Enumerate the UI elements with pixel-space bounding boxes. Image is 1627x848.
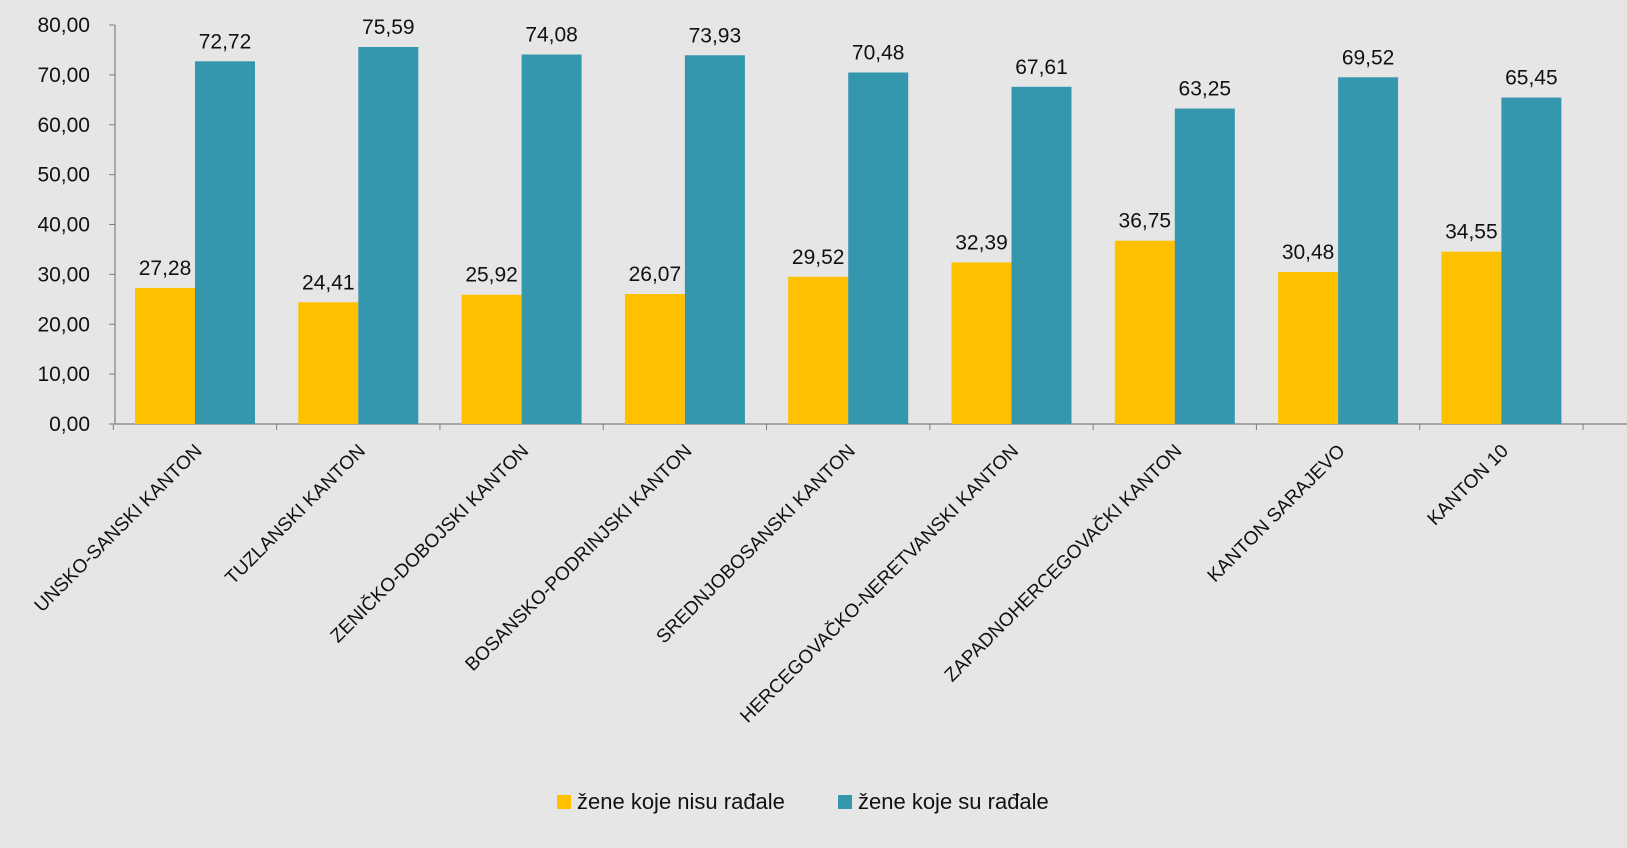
bar-su-radale xyxy=(195,61,255,425)
legend-label: žene koje su rađale xyxy=(858,789,1049,814)
bar-su-radale xyxy=(1011,86,1072,424)
bar-su-radale xyxy=(521,54,582,424)
y-tick-label: 50,00 xyxy=(37,164,90,187)
data-label: 72,72 xyxy=(199,30,252,53)
data-label: 29,52 xyxy=(792,246,845,269)
bar-nisu-radale xyxy=(1278,271,1339,424)
data-label: 36,75 xyxy=(1119,210,1172,233)
x-category-label: KANTON SARAJEVO xyxy=(1204,441,1350,587)
bar-nisu-radale xyxy=(1114,240,1175,424)
bar-nisu-radale xyxy=(1441,251,1502,424)
y-tick-label: 20,00 xyxy=(37,313,90,336)
bar-su-radale xyxy=(1338,77,1399,425)
data-label: 26,07 xyxy=(629,263,682,286)
legend-swatch xyxy=(838,795,852,809)
data-label: 30,48 xyxy=(1282,241,1335,264)
bar-nisu-radale xyxy=(788,276,849,424)
data-label: 70,48 xyxy=(852,41,905,64)
bar-su-radale xyxy=(848,72,909,424)
y-tick-label: 60,00 xyxy=(37,114,90,137)
bar-nisu-radale xyxy=(951,262,1012,424)
bar-nisu-radale xyxy=(298,302,359,424)
x-category-label: ZENIČKO-DOBOJSKI KANTON xyxy=(326,440,533,647)
data-label: 24,41 xyxy=(302,271,355,294)
x-category-label: HERCEGOVAČKO-NERETVANSKI KANTON xyxy=(736,440,1023,727)
y-tick-label: 10,00 xyxy=(37,363,90,386)
y-tick-label: 0,00 xyxy=(49,413,90,436)
x-category-label: KANTON 10 xyxy=(1424,441,1513,530)
y-tick-label: 40,00 xyxy=(37,214,90,237)
bar-su-radale xyxy=(1501,97,1562,425)
data-label: 73,93 xyxy=(689,24,742,47)
data-label: 74,08 xyxy=(525,24,578,47)
legend-label: žene koje nisu rađale xyxy=(577,789,785,814)
data-label: 69,52 xyxy=(1342,46,1395,69)
bar-su-radale xyxy=(1174,108,1235,425)
data-label: 67,61 xyxy=(1015,56,1068,79)
bar-nisu-radale xyxy=(135,287,195,424)
x-category-label: UNSKO-SANSKI KANTON xyxy=(31,441,207,617)
data-label: 32,39 xyxy=(955,231,1008,254)
bar-nisu-radale xyxy=(461,294,522,424)
data-label: 25,92 xyxy=(465,264,518,287)
data-label: 75,59 xyxy=(362,16,415,39)
bar-su-radale xyxy=(358,46,419,424)
x-category-label: TUZLANSKI KANTON xyxy=(222,441,370,589)
data-label: 27,28 xyxy=(139,257,192,280)
data-label: 65,45 xyxy=(1505,67,1558,90)
x-category-label: SREDNJOBOSANSKI KANTON xyxy=(653,441,860,648)
y-tick-label: 80,00 xyxy=(37,14,90,37)
bar-nisu-radale xyxy=(624,293,685,424)
data-label: 34,55 xyxy=(1445,221,1498,244)
y-tick-label: 70,00 xyxy=(37,64,90,87)
bar-su-radale xyxy=(684,55,745,425)
y-tick-label: 30,00 xyxy=(37,263,90,286)
data-label: 63,25 xyxy=(1179,78,1232,101)
legend-swatch xyxy=(557,795,571,809)
